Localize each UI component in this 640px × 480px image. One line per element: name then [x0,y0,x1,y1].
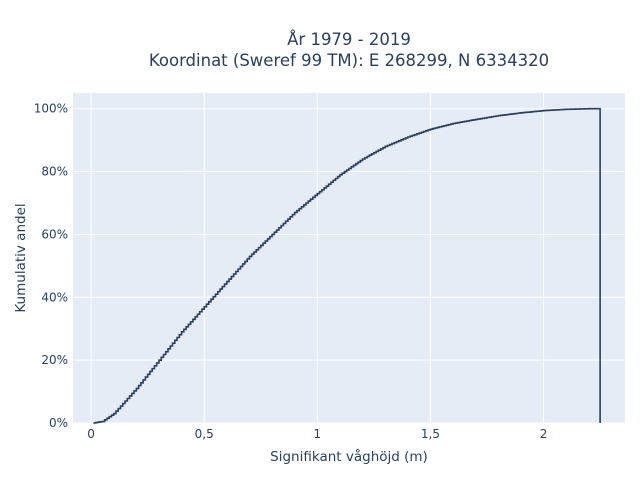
chart-title-line-1: År 1979 - 2019 [287,30,411,49]
x-tick-label: 0 [87,427,95,441]
y-tick-labels: 0% 20% 40% 60% 80% 100% [34,102,68,430]
chart-title-line-2: Koordinat (Sweref 99 TM): E 268299, N 63… [149,51,549,70]
y-tick-label: 60% [41,227,68,241]
cdf-step-line [93,107,601,424]
x-tick-label: 1 [314,427,322,441]
x-tick-label: 0,5 [195,427,214,441]
plot-background [73,93,625,423]
x-tick-label: 2 [540,427,548,441]
grid-lines [73,93,625,424]
x-tick-labels: 0 0,5 1 1,5 2 [87,427,547,441]
y-tick-label: 0% [49,416,68,430]
y-tick-label: 20% [41,353,68,367]
x-tick-label: 1,5 [421,427,440,441]
y-axis-title: Kumulativ andel [13,203,29,312]
y-tick-label: 100% [34,102,68,116]
x-axis-title: Signifikant våghöjd (m) [270,448,428,465]
y-tick-label: 40% [41,290,68,304]
series-layer [93,107,601,424]
y-tick-label: 80% [41,165,68,179]
